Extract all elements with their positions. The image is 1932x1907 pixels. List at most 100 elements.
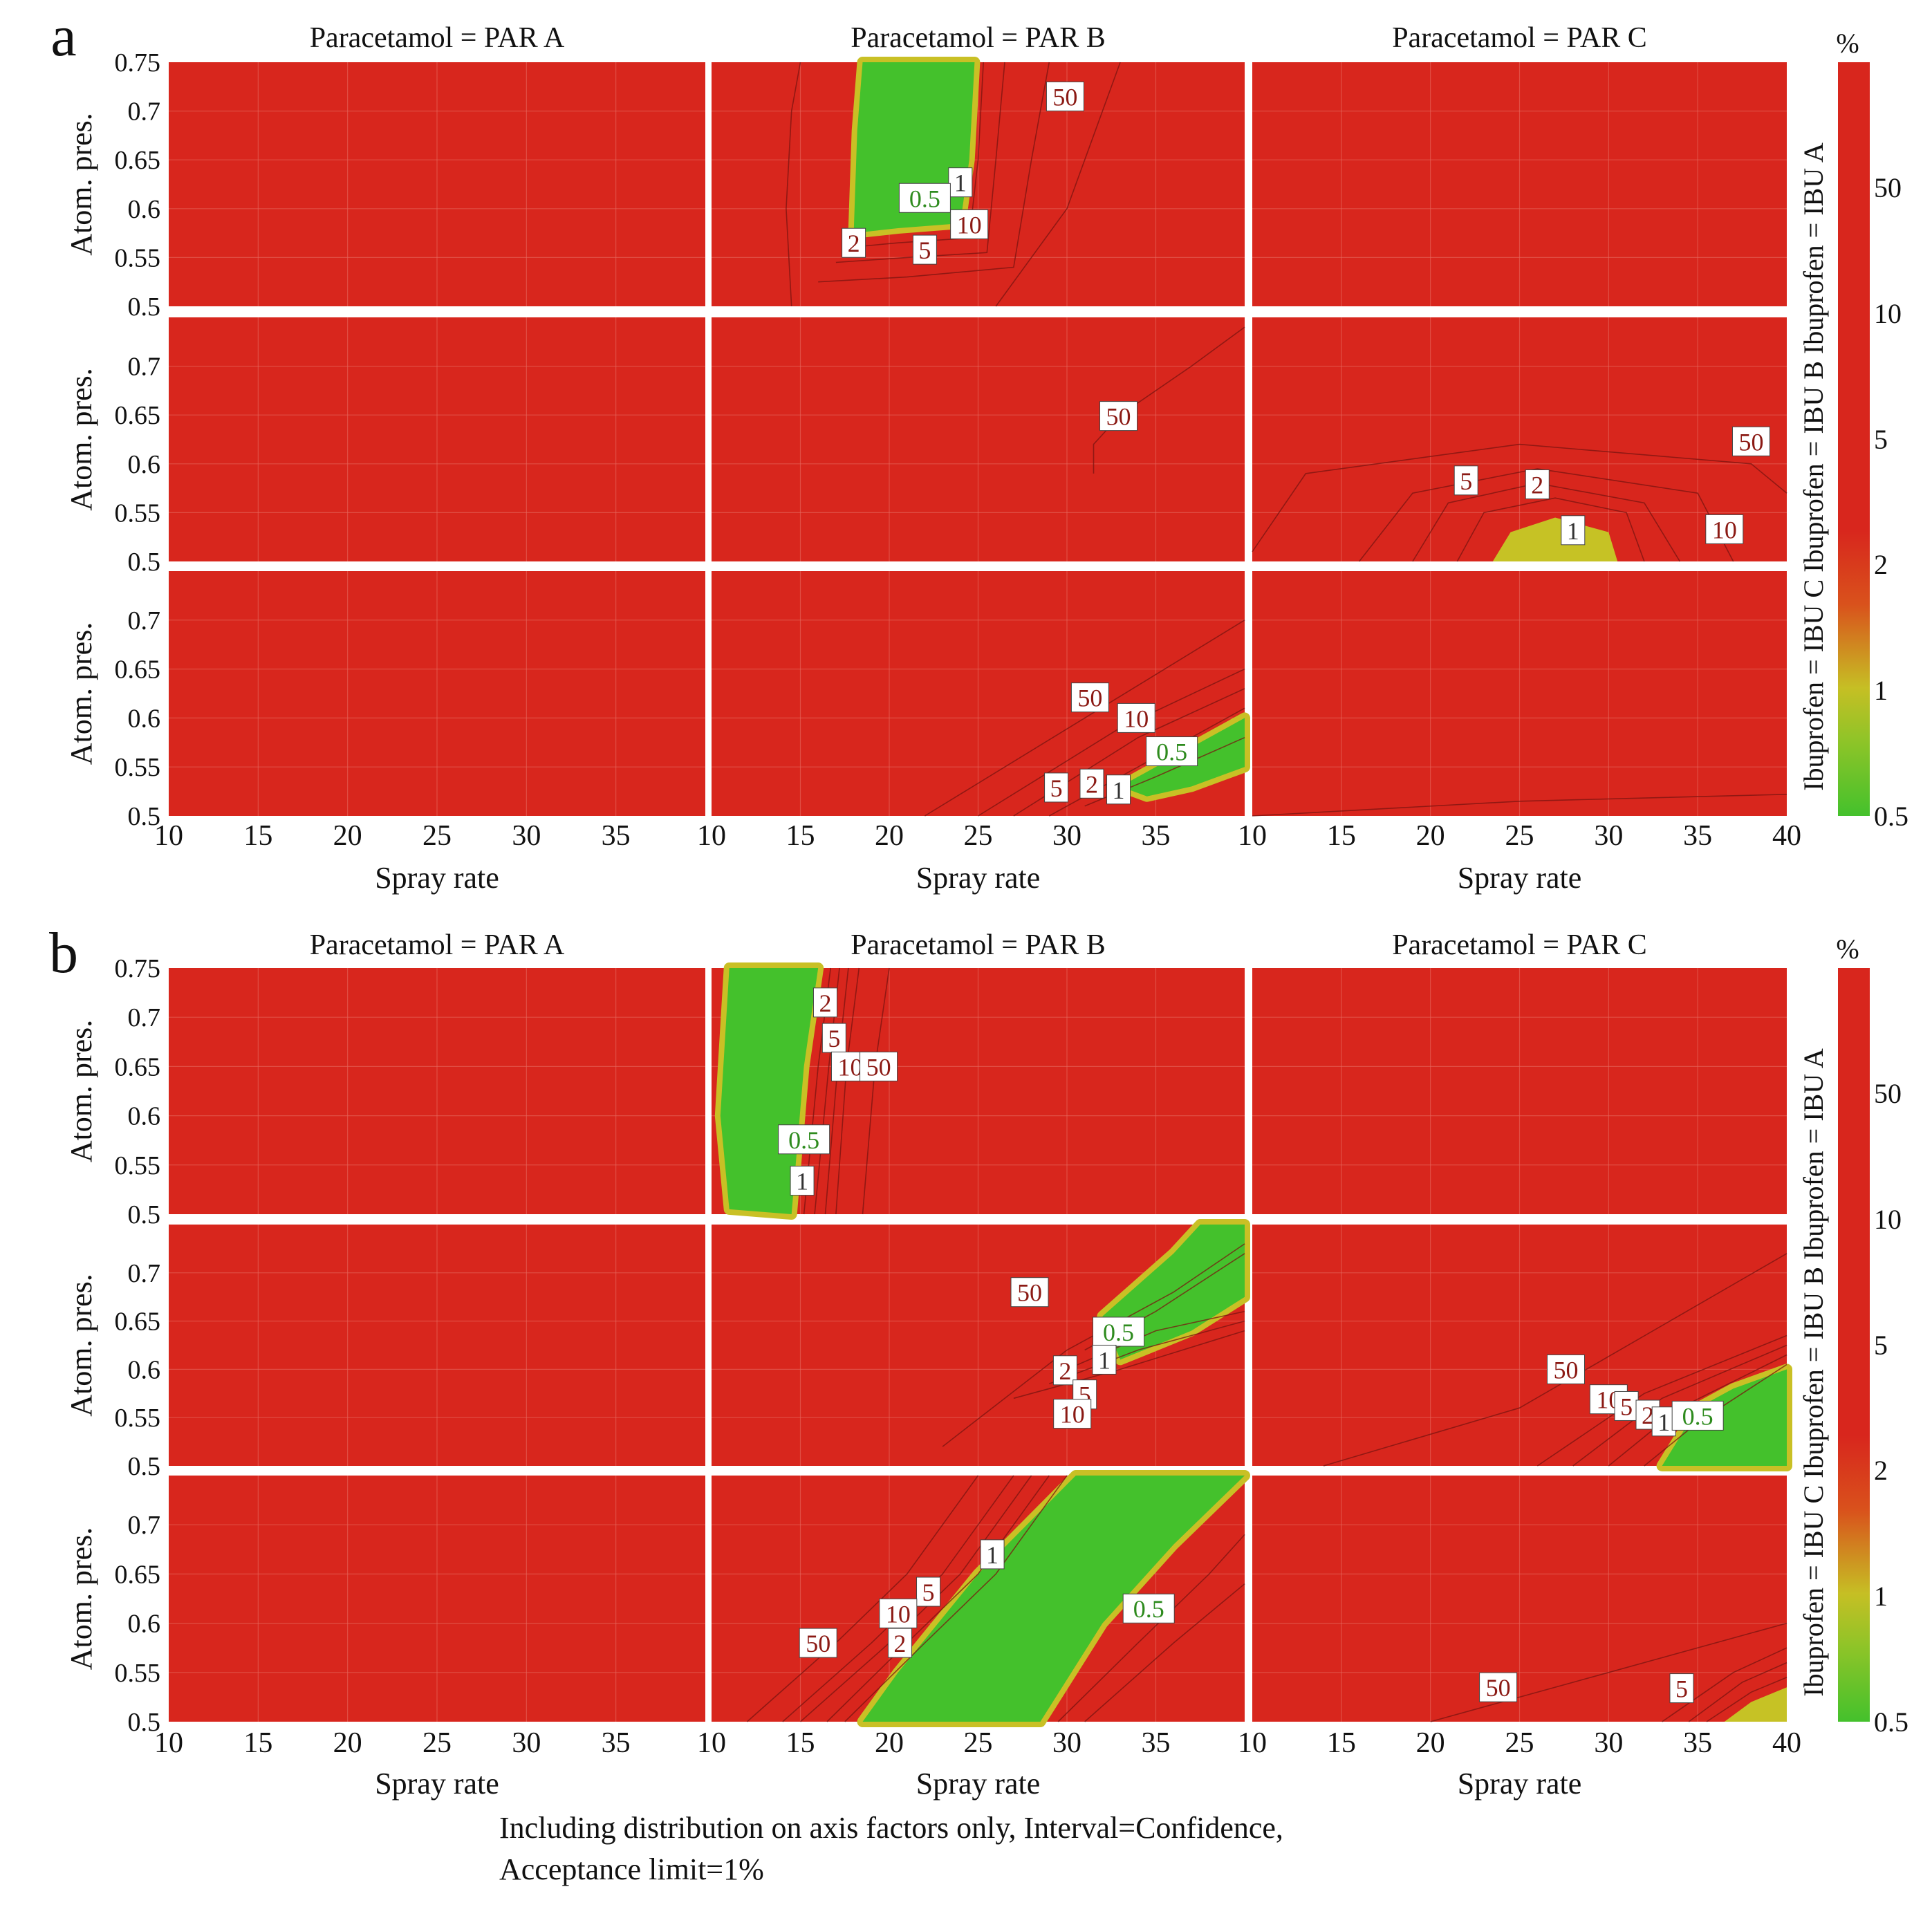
cell-b-0-1: 2 510 50 0.5 1 (712, 962, 1245, 1220)
contour-label-50: 50 (806, 1630, 830, 1657)
contour-line-10 (1013, 1330, 1245, 1399)
y-tick-label: 0.6 (128, 1355, 161, 1384)
y-tick-label: 0.55 (115, 753, 161, 782)
x-tick-label: 30 (512, 1727, 541, 1759)
contour-label-5: 5 (1460, 467, 1472, 495)
contour-label-0.5: 0.5 (1103, 1319, 1134, 1346)
column-title-b-1: Paracetamol = PAR B (851, 929, 1106, 961)
contour-line-50 (1323, 1253, 1787, 1467)
x-tick-label: 10 (154, 1727, 183, 1759)
contour-line-5 (1572, 1344, 1787, 1467)
contour-label-box (860, 1051, 898, 1081)
y-tick-label: 0.6 (128, 195, 161, 224)
contour-label-box (1122, 1593, 1175, 1624)
chart-root: a Paracetamol = PAR A Paracetamol = PAR B P… (49, 4, 1908, 1801)
contour-line-5 (835, 62, 1005, 263)
contour-label-box (1669, 1673, 1694, 1704)
colorbar-tick-5: 5 (1874, 1330, 1888, 1361)
contour-line-2 (1456, 497, 1645, 562)
contour-label-10: 10 (1060, 1401, 1085, 1429)
contour-label-box (950, 209, 989, 239)
cell-a-1-0: 0.5 0.55 0.6 0.65 0.7 Atom. pres. (64, 317, 705, 577)
contour-label-1: 1 (954, 169, 967, 197)
contour-label-box (1561, 515, 1586, 546)
y-tick-label: 0.7 (128, 1003, 161, 1032)
colorbar-tick-0.5: 0.5 (1874, 801, 1908, 832)
row-label-Ibuprofen = IBU B: Ibuprofen = IBU B (1798, 1260, 1829, 1478)
footnote-line-2: Acceptance limit=1% (499, 1852, 764, 1886)
contour-label-box (1671, 1400, 1724, 1431)
y-tick-label: 0.65 (115, 1560, 161, 1589)
contour-line-10 (1662, 1647, 1787, 1722)
x-tick-label: 20 (1416, 820, 1445, 852)
x-tick-label: 15 (1327, 1727, 1356, 1759)
contour-label-box (1453, 465, 1478, 496)
y-tick-label: 0.6 (128, 1102, 161, 1131)
y-tick-label: 0.65 (115, 1308, 161, 1337)
column-title-b-2: Paracetamol = PAR C (1392, 929, 1647, 961)
colorbar-b: % 0.5 1 2 5 10 50 (1836, 933, 1908, 1738)
x-tick-label: 35 (1683, 820, 1712, 852)
colorbar-tick-50: 50 (1874, 1078, 1902, 1109)
y-tick-label: 0.55 (115, 499, 161, 528)
x-tick-label: 10 (697, 1727, 726, 1759)
x-tick-label: 25 (1505, 1727, 1534, 1759)
contour-label-box (980, 1539, 1005, 1570)
contour-label-box (1010, 1277, 1049, 1308)
contour-label-10: 10 (1712, 516, 1737, 543)
contour-line-50 (1252, 443, 1787, 552)
cell-b-2-2: 50 5 10 15 20 25 30 35 40 Spray rate (1238, 1476, 1801, 1801)
y-tick-label: 0.5 (128, 548, 161, 577)
colorbar-tick-1: 1 (1874, 675, 1888, 706)
contour-label-50: 50 (866, 1053, 891, 1081)
contour-label-box (1106, 774, 1131, 805)
contour-label-box (1146, 736, 1198, 767)
x-tick-label: 35 (1142, 820, 1171, 852)
cell-a-0-2 (1252, 62, 1787, 306)
cell-a-1-1: 50 (712, 317, 1245, 561)
column-title-a-2: Paracetamol = PAR C (1392, 22, 1647, 54)
contour-label-box (1614, 1390, 1639, 1421)
x-tick-label: 35 (1142, 1727, 1171, 1759)
cell-a-0-1: 50 1 0.5 10 2 5 (712, 57, 1245, 307)
cell-b-1-0: 0.5 0.55 0.6 0.65 0.7 Atom. pres. (64, 1225, 705, 1481)
y-tick-label: 0.65 (115, 1052, 161, 1081)
y-tick-label: 0.65 (115, 655, 161, 685)
panel-tag-a: a (50, 4, 76, 68)
x-tick-label: 10 (154, 820, 183, 852)
contour-label-box (1117, 703, 1155, 733)
contour-label-50: 50 (1106, 403, 1131, 431)
contour-line-5 (1049, 1320, 1245, 1385)
colorbar-tick-50: 50 (1874, 172, 1902, 203)
colorbar-unit: % (1836, 933, 1859, 965)
contour-label-box (948, 167, 973, 198)
y-axis-label: Atom. pres. (64, 1527, 98, 1671)
y-tick-label: 0.7 (128, 1259, 161, 1288)
contour-line-2 (1706, 1677, 1787, 1722)
panel-tag-b: b (49, 921, 78, 985)
region-level-0.5 (1662, 1369, 1787, 1466)
x-tick-label: 10 (697, 820, 726, 852)
x-tick-label: 35 (602, 1727, 631, 1759)
y-tick-label: 0.65 (115, 146, 161, 175)
cell-b-2-0: 0.5 0.55 0.6 0.65 0.7 Atom. pres. 10 15 20 25 30 35… (64, 1476, 705, 1801)
column-title-a-0: Paracetamol = PAR A (310, 22, 565, 54)
contour-label-10: 10 (1124, 705, 1149, 732)
contour-label-2: 2 (819, 989, 831, 1017)
x-tick-label: 15 (1327, 820, 1356, 852)
x-axis-label: Spray rate (916, 1767, 1041, 1801)
y-axis-label: Atom. pres. (64, 368, 98, 511)
contour-label-2: 2 (848, 230, 860, 257)
colorbar-tick-2: 2 (1874, 549, 1888, 580)
contour-label-10: 10 (837, 1053, 862, 1081)
contour-label-box (790, 1166, 815, 1196)
contour-label-5: 5 (1050, 774, 1063, 802)
contour-label-50: 50 (1017, 1279, 1042, 1307)
x-tick-label: 15 (786, 1727, 815, 1759)
contour-label-2: 2 (1642, 1402, 1654, 1429)
contour-label-0.5: 0.5 (909, 185, 940, 212)
contour-label-box (912, 234, 937, 265)
contour-label-box (1525, 469, 1550, 499)
